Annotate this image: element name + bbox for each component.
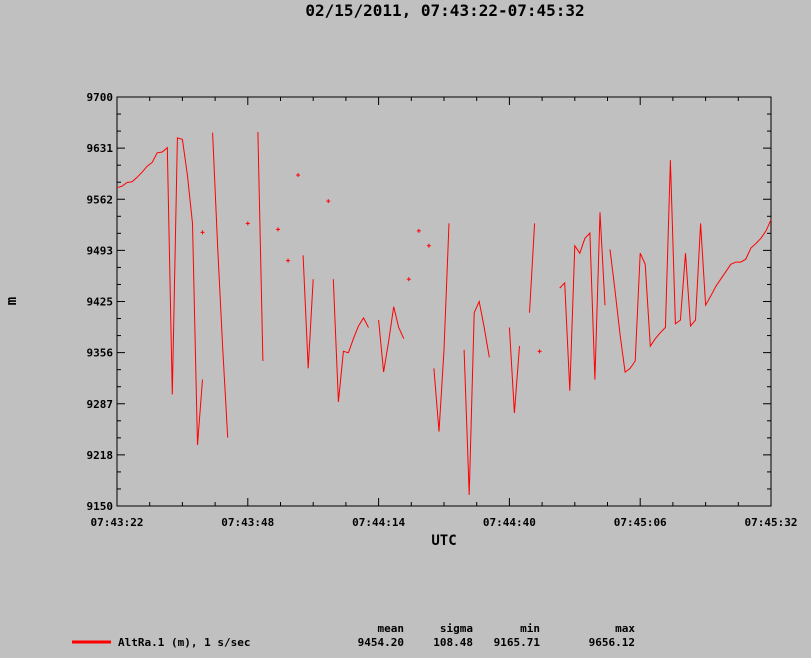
data-point <box>286 258 291 263</box>
data-point <box>537 349 542 354</box>
x-tick-label: 07:44:14 <box>352 516 405 529</box>
series-line <box>378 306 405 373</box>
y-tick-label: 9631 <box>87 142 114 155</box>
x-tick-label: 07:45:32 <box>745 516 798 529</box>
series-line <box>559 212 606 391</box>
chart-title: 02/15/2011, 07:43:22-07:45:32 <box>305 1 584 20</box>
series-line <box>332 279 369 402</box>
stats-header-max: max <box>615 622 635 635</box>
series-layer <box>116 131 772 495</box>
stats-value-sigma: 108.48 <box>433 636 473 649</box>
y-axis-ticks: 9700 9631 9562 9493 9425 9356 9287 9218 9150 <box>87 91 771 513</box>
x-tick-label: 07:44:40 <box>483 516 536 529</box>
x-tick-label: 07:43:22 <box>91 516 144 529</box>
series-line <box>529 223 536 313</box>
y-tick-label: 9493 <box>87 244 114 257</box>
stats-value-min: 9165.71 <box>494 636 541 649</box>
data-point <box>275 227 280 232</box>
data-point <box>406 277 411 282</box>
y-tick-label: 9150 <box>87 500 114 513</box>
data-point <box>426 243 431 248</box>
x-axis-ticks: 07:43:22 07:43:48 07:44:14 07:44:40 07:45:06… <box>91 97 798 529</box>
stats-header-sigma: sigma <box>440 622 473 635</box>
stats-table: mean sigma min max 9454.20 108.48 9165.71 9656.… <box>358 622 636 649</box>
legend-label: AltRa.1 (m), 1 s/sec <box>118 636 250 649</box>
y-tick-label: 9700 <box>87 91 114 104</box>
series-line <box>302 255 314 369</box>
x-axis-label: UTC <box>431 533 456 549</box>
series-line <box>433 223 450 432</box>
x-tick-label: 07:43:48 <box>221 516 274 529</box>
stats-header-min: min <box>520 622 540 635</box>
data-point <box>296 173 301 178</box>
data-point <box>416 228 421 233</box>
data-point <box>245 221 250 226</box>
series-line <box>508 327 520 414</box>
series-line <box>116 137 203 446</box>
data-point <box>200 230 205 235</box>
y-tick-label: 9425 <box>87 296 114 309</box>
x-tick-label: 07:45:06 <box>614 516 667 529</box>
stats-header-mean: mean <box>378 622 405 635</box>
y-tick-label: 9218 <box>87 449 114 462</box>
series-line <box>257 131 264 362</box>
stats-value-max: 9656.12 <box>589 636 635 649</box>
stats-value-mean: 9454.20 <box>358 636 404 649</box>
y-tick-label: 9356 <box>87 347 114 360</box>
series-line <box>609 160 772 374</box>
y-axis-label: m <box>4 297 20 305</box>
plot-frame <box>116 96 772 507</box>
series-line <box>212 132 229 438</box>
y-tick-label: 9562 <box>87 193 114 206</box>
legend: AltRa.1 (m), 1 s/sec <box>72 636 250 649</box>
y-tick-label: 9287 <box>87 398 114 411</box>
data-point <box>326 199 331 204</box>
series-line <box>463 299 490 495</box>
